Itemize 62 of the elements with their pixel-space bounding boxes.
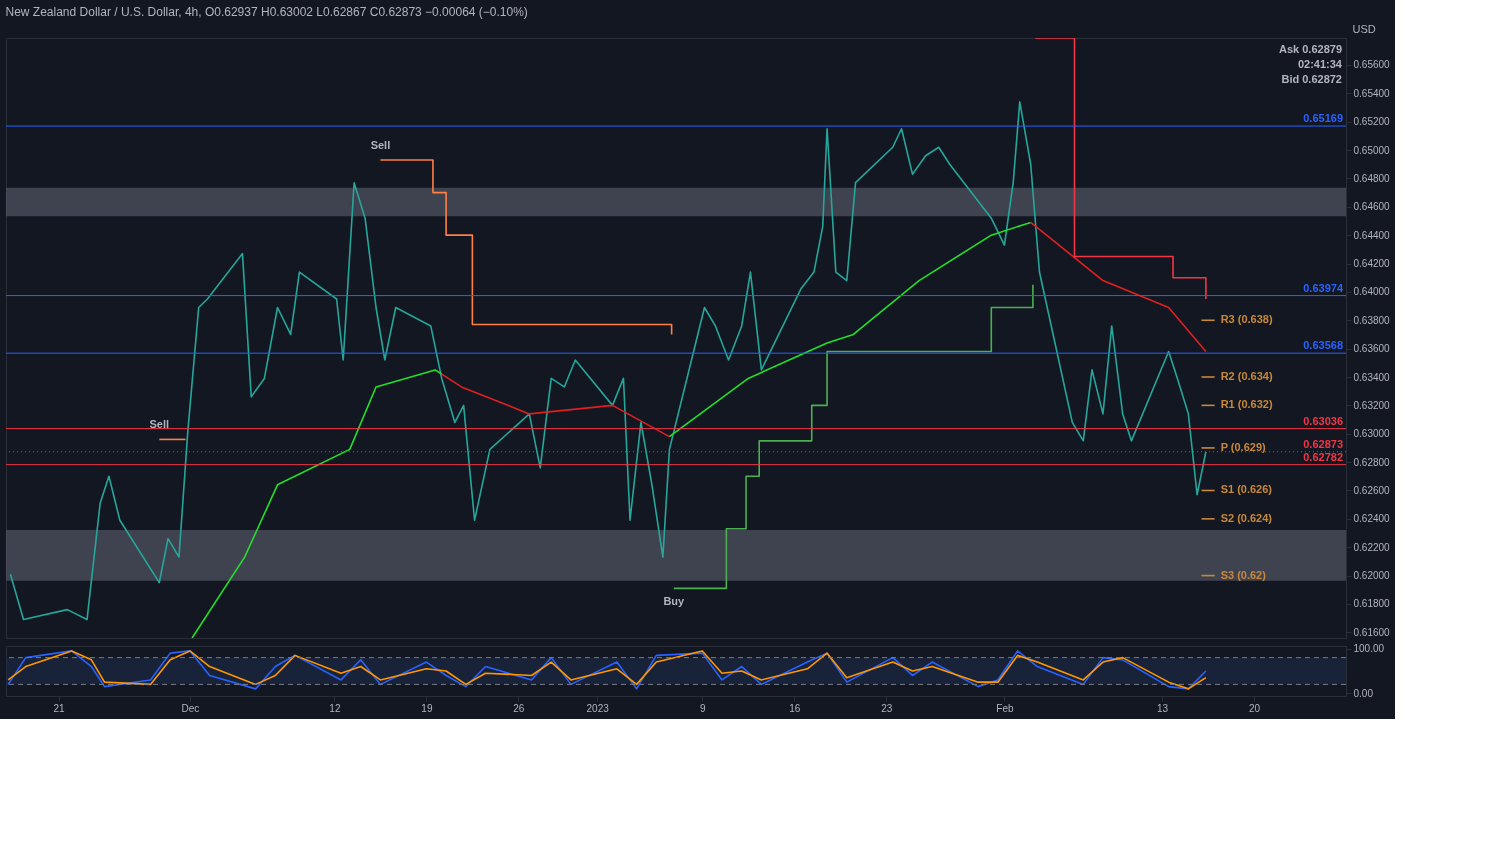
series-label: R3 (0.638)	[1220, 313, 1273, 326]
ref-line-label: 0.63036	[1303, 414, 1343, 427]
y-tick-label: 0.63600	[1353, 343, 1391, 355]
annotation: Sell	[149, 418, 170, 431]
y-axis-title: USD	[1352, 22, 1376, 35]
y-tick-label: 0.65000	[1353, 144, 1391, 156]
y-tick-label: 0.64000	[1353, 286, 1391, 298]
y-tick-label: 0.65200	[1353, 116, 1391, 128]
series-label: R1 (0.632)	[1220, 398, 1273, 411]
ref-line-label: 0.62873	[1303, 437, 1343, 450]
x-tick-label: 16	[789, 702, 801, 714]
y-tick-label: 0.63800	[1353, 314, 1391, 326]
line-series	[9, 101, 1207, 621]
y-tick-label: 0.65600	[1353, 59, 1391, 71]
ref-line-label: 0.62782	[1303, 450, 1343, 463]
x-tick-label: 19	[421, 702, 433, 714]
x-tick-label: 9	[699, 702, 706, 714]
ref-line-label: 0.63974	[1303, 281, 1344, 294]
y-tick-label: 0.00	[1353, 687, 1374, 699]
series-label: R2 (0.634)	[1220, 370, 1273, 383]
series-label: S2 (0.624)	[1220, 511, 1273, 524]
line-series	[191, 369, 443, 638]
x-tick-label: Feb	[996, 702, 1014, 714]
y-tick-label: 0.65400	[1353, 87, 1391, 99]
line-series	[440, 373, 671, 438]
y-tick-label: 0.62400	[1353, 513, 1391, 525]
series-label: P (0.629)	[1220, 440, 1267, 453]
y-tick-label: 0.64600	[1353, 201, 1391, 213]
y-tick-label: 0.62200	[1353, 541, 1391, 553]
y-tick-label: 0.61800	[1353, 598, 1391, 610]
ref-line-label: 0.65169	[1303, 112, 1343, 125]
annotation: Bid 0.62872	[1281, 73, 1342, 85]
annotation: 02:41:34	[1297, 58, 1343, 70]
series-label: S3 (0.62)	[1220, 568, 1267, 581]
line-series	[1029, 221, 1207, 353]
x-tick-label: 26	[513, 702, 525, 714]
annotation: Ask 0.62879	[1279, 43, 1342, 55]
y-tick-label: 0.61600	[1353, 626, 1391, 638]
y-tick-label: 0.64200	[1353, 258, 1391, 270]
annotation: Sell	[370, 138, 391, 151]
y-tick-label: 0.64400	[1353, 229, 1391, 241]
y-tick-label: 100.00	[1353, 643, 1385, 655]
y-tick-label: 0.62600	[1353, 484, 1391, 496]
x-tick-label: 12	[329, 702, 341, 714]
y-tick-label: 0.62800	[1353, 456, 1391, 468]
y-tick-label: 0.63200	[1353, 399, 1391, 411]
x-tick-label: 23	[881, 702, 893, 714]
line-series	[668, 221, 1032, 438]
x-tick-label: 21	[53, 702, 66, 714]
line-series	[7, 650, 1207, 690]
x-tick-label: 2023	[586, 702, 610, 714]
y-tick-label: 0.63400	[1353, 371, 1391, 383]
y-tick-label: 0.64800	[1353, 172, 1391, 184]
x-tick-label: Dec	[181, 702, 200, 714]
y-tick-label: 0.63000	[1353, 428, 1391, 440]
ref-line-label: 0.63568	[1303, 339, 1343, 352]
x-tick-label: 13	[1157, 702, 1169, 714]
annotation: Buy	[663, 595, 686, 608]
y-tick-label: 0.62000	[1353, 570, 1391, 582]
series-label: S1 (0.626)	[1220, 483, 1273, 496]
x-tick-label: 20	[1248, 702, 1261, 714]
chart-title: New Zealand Dollar / U.S. Dollar, 4h, O0.62937 H0.63002 L0.62867 C0.62873 −0.00064 (−0.10%)	[5, 5, 528, 19]
